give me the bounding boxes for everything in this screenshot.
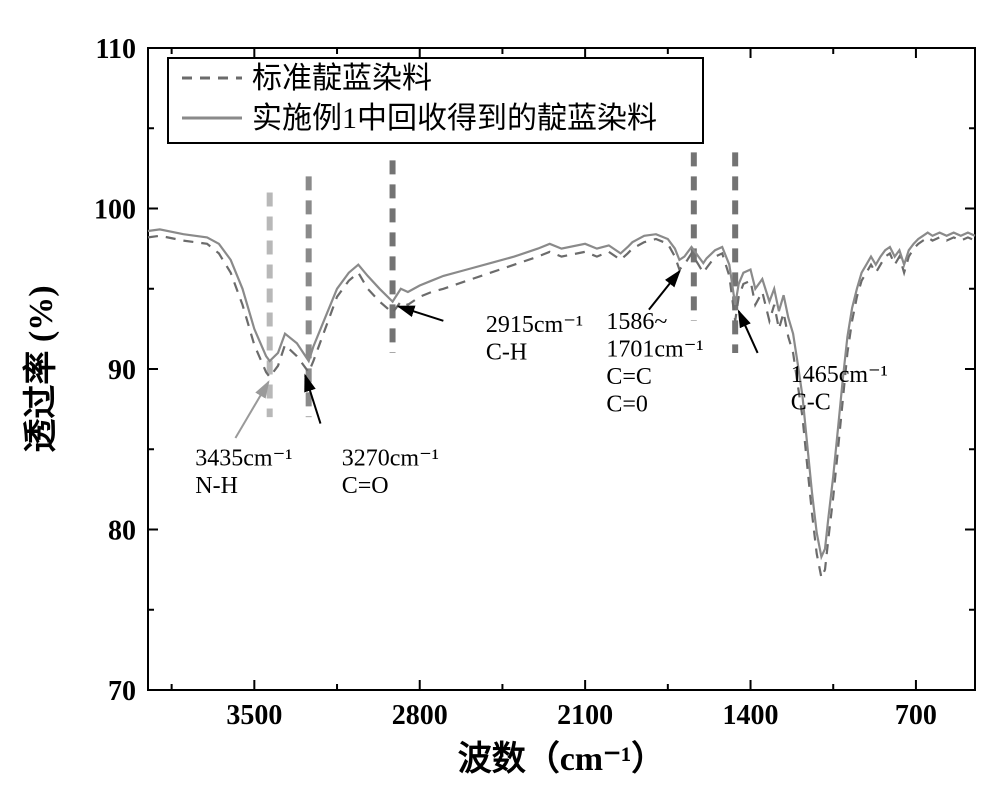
series-standard_indigo <box>148 236 975 578</box>
x-tick-label: 1400 <box>723 700 779 731</box>
chart-container: 700 1400 2100 2800 3500 70 80 90 100 110 波数（cm⁻¹） 透… <box>0 0 1000 791</box>
annotation-arrow <box>649 271 680 310</box>
peak-annotation: 3435cm⁻¹N-H <box>195 445 292 499</box>
ftir-chart: 700 1400 2100 2800 3500 70 80 90 100 110 波数（cm⁻¹） 透… <box>0 0 1000 791</box>
peak-annotation: 2915cm⁻¹C-H <box>486 312 583 366</box>
x-tick-label: 3500 <box>226 700 282 731</box>
y-tick-label: 80 <box>108 516 136 547</box>
y-tick-label: 70 <box>108 676 136 707</box>
annotation-arrow <box>739 311 758 353</box>
x-tick-label: 700 <box>895 700 937 731</box>
x-axis-label: 波数（cm⁻¹） <box>458 739 666 778</box>
y-tick-label: 110 <box>96 34 136 65</box>
x-tick-label: 2800 <box>392 700 448 731</box>
y-tick-label: 100 <box>94 195 136 226</box>
x-tick-label: 2100 <box>557 700 613 731</box>
legend-label: 标准靛蓝染料 <box>252 62 432 95</box>
peak-annotation: 1586~1701cm⁻¹C=CC=0 <box>606 309 703 418</box>
y-tick-label: 90 <box>108 355 136 386</box>
annotation-arrow <box>398 306 443 320</box>
annotation-arrow <box>235 382 268 438</box>
y-axis-label: 透过率 (%) <box>22 285 60 452</box>
peak-annotation: 3270cm⁻¹C=O <box>342 445 439 499</box>
legend-label: 实施例1中回收得到的靛蓝染料 <box>252 102 657 135</box>
